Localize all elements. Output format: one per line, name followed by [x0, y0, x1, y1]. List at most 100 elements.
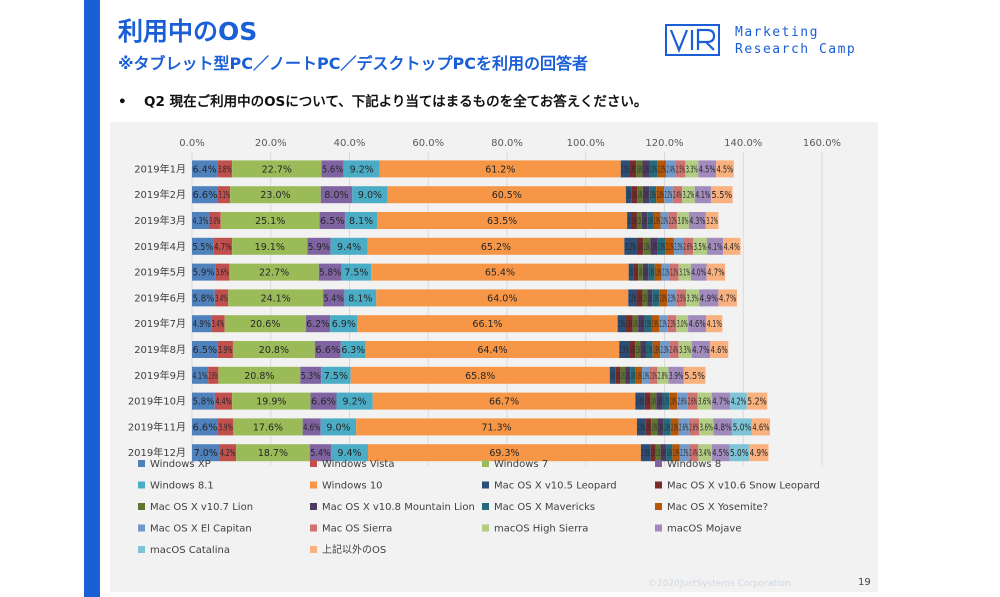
bar-segment [214, 392, 233, 410]
data-label: 6.3% [341, 345, 365, 356]
bar-segment [214, 289, 229, 307]
data-label: 1.2% [621, 371, 625, 382]
data-label: 4.1% [707, 319, 722, 330]
page-title: 利用中のOS [118, 17, 258, 46]
data-label: 1.5% [626, 190, 631, 201]
bar-segment [220, 212, 320, 229]
bar-segment [219, 444, 237, 462]
bar-segment [300, 366, 322, 384]
bar-segment [625, 366, 631, 384]
bar-segment [211, 315, 225, 333]
bar-segment [352, 186, 388, 204]
data-label: 2.0% [658, 242, 665, 253]
copyright-text: ©2020JustSystems Corporation [648, 579, 791, 589]
bar-segment [356, 418, 637, 436]
logo-text: Marketing Research Camp [735, 24, 856, 58]
data-label: 4.7% [692, 345, 710, 356]
bar-segment [663, 418, 671, 436]
bar-segment [642, 289, 648, 307]
bar-segment [628, 289, 637, 307]
bar-segment [321, 366, 351, 384]
bar-segment [307, 237, 331, 255]
data-label: 64.4% [477, 345, 507, 356]
bar-segment [368, 444, 641, 462]
bar-segment [676, 289, 687, 307]
data-label: 1.7% [646, 345, 652, 356]
bar-segment [657, 160, 667, 178]
data-label: 2.0% [650, 164, 657, 175]
data-label: 66.1% [472, 319, 502, 330]
bar-segment [699, 289, 719, 307]
data-label: 5.0% [730, 448, 749, 459]
legend-swatch [310, 546, 317, 553]
bar-segment [330, 444, 369, 462]
data-label: 6.2% [306, 319, 329, 330]
data-label: 4.9% [750, 448, 768, 459]
legend-label: Mac OS X v10.7 Lion [150, 502, 253, 513]
bar-segment [629, 341, 636, 358]
bar-segment [224, 315, 306, 333]
data-label: 1.8% [643, 164, 649, 175]
data-label: 3.0% [677, 319, 688, 330]
data-label: 3.8% [218, 164, 232, 175]
data-label: 1.8% [655, 268, 661, 279]
data-label: 64.0% [487, 293, 517, 304]
data-label: 4.3% [193, 216, 209, 227]
data-label: 2.4% [667, 164, 675, 175]
bar-segment [683, 237, 694, 255]
data-label: 1.3% [648, 293, 652, 304]
bar-segment [314, 341, 341, 358]
bar-segment [693, 237, 708, 255]
data-label: 2.4% [673, 190, 681, 201]
data-label: 19.1% [255, 242, 285, 253]
data-label: 2.6% [689, 422, 698, 433]
brand-logo: Marketing Research Camp [665, 22, 875, 62]
accent-bar [84, 0, 100, 597]
data-label: 5.5% [684, 371, 705, 382]
bar-segment [732, 418, 752, 436]
data-label: 2.3% [668, 319, 676, 330]
bar-segment [376, 289, 629, 307]
category-label: 2019年3月 [134, 214, 186, 227]
category-label: 2019年4月 [134, 240, 186, 253]
bar-segment [655, 444, 661, 462]
data-label: 5.8% [319, 268, 341, 279]
bar-segment [657, 418, 664, 436]
data-label: 2.5% [620, 345, 629, 356]
data-label: 4.6% [689, 319, 706, 330]
x-tick-label: 20.0% [255, 138, 287, 149]
data-label: 6.6% [193, 422, 218, 433]
data-label: 2.2% [658, 164, 666, 175]
data-label: 3.6% [700, 422, 713, 433]
data-label: 20.8% [259, 345, 289, 356]
bar-segment [320, 418, 357, 436]
bar-segment [711, 444, 730, 462]
legend-swatch [482, 460, 489, 467]
bar-segment [687, 392, 698, 410]
bar-segment [656, 392, 663, 410]
data-label: 69.3% [489, 448, 519, 459]
data-label: 2.5% [677, 293, 686, 304]
data-label: 1.8% [653, 293, 659, 304]
bar-segment [379, 160, 621, 178]
legend-label: Mac OS X Mavericks [494, 502, 595, 513]
data-label: 1.5% [645, 397, 650, 408]
bar-segment [192, 341, 218, 358]
x-tick-label: 60.0% [412, 138, 444, 149]
bar-segment [676, 315, 689, 333]
bar-segment [678, 341, 692, 358]
legend-swatch [310, 481, 317, 489]
data-label: 6.5% [320, 216, 345, 227]
bar-segment [192, 392, 215, 410]
data-label: 4.1% [708, 242, 723, 253]
data-label: 2.1% [662, 268, 669, 279]
bar-segment [192, 186, 218, 204]
data-label: 5.8% [193, 293, 215, 304]
data-label: 2.4% [636, 397, 644, 408]
bar-segment [749, 444, 769, 462]
data-label: 4.0% [691, 268, 706, 279]
data-label: 3.4% [699, 448, 711, 459]
bar-segment [321, 160, 344, 178]
data-label: 6.6% [193, 190, 218, 201]
bar-segment [673, 237, 684, 255]
